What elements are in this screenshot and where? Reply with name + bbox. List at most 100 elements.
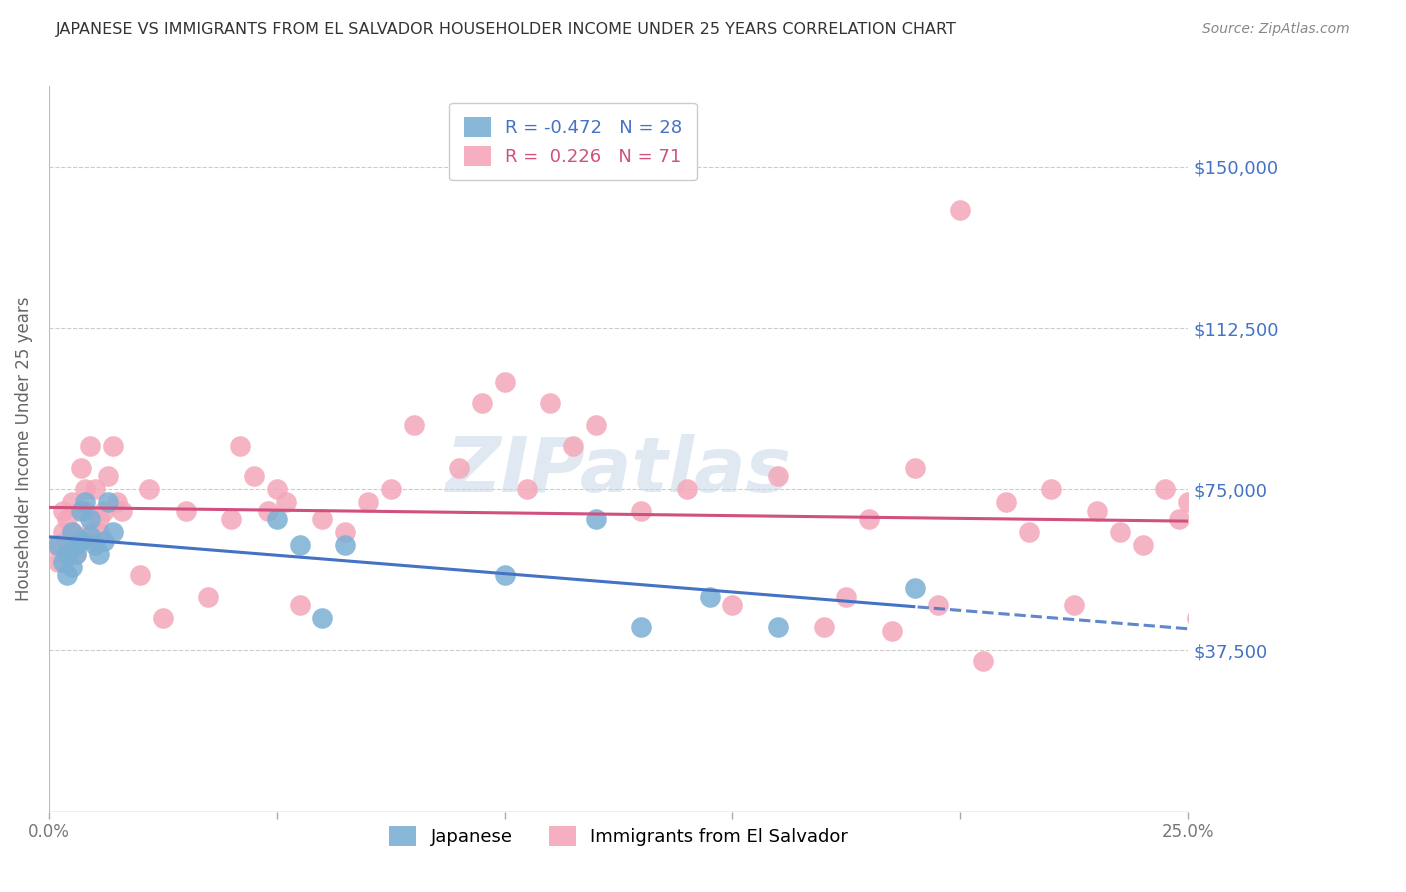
Point xyxy=(904,581,927,595)
Point xyxy=(75,504,97,518)
Point xyxy=(494,375,516,389)
Point xyxy=(721,599,744,613)
Point xyxy=(243,469,266,483)
Point xyxy=(972,654,994,668)
Point xyxy=(1018,525,1040,540)
Point xyxy=(357,495,380,509)
Point xyxy=(111,504,134,518)
Point xyxy=(1108,525,1130,540)
Point xyxy=(60,525,83,540)
Point xyxy=(274,495,297,509)
Point xyxy=(65,547,87,561)
Point xyxy=(70,533,93,548)
Point xyxy=(676,482,699,496)
Point xyxy=(46,555,69,569)
Point xyxy=(129,568,152,582)
Point xyxy=(449,460,471,475)
Point xyxy=(83,533,105,548)
Point xyxy=(288,599,311,613)
Point xyxy=(471,396,494,410)
Point xyxy=(65,547,87,561)
Point xyxy=(56,547,79,561)
Point xyxy=(266,512,288,526)
Point xyxy=(174,504,197,518)
Point xyxy=(138,482,160,496)
Point xyxy=(87,525,110,540)
Legend: R = -0.472   N = 28, R =  0.226   N = 71: R = -0.472 N = 28, R = 0.226 N = 71 xyxy=(450,103,697,180)
Point xyxy=(83,538,105,552)
Point xyxy=(585,512,607,526)
Point xyxy=(70,504,93,518)
Point xyxy=(1040,482,1063,496)
Point xyxy=(333,538,356,552)
Point xyxy=(101,525,124,540)
Point xyxy=(79,512,101,526)
Point xyxy=(87,512,110,526)
Point xyxy=(880,624,903,638)
Point xyxy=(52,504,75,518)
Text: Source: ZipAtlas.com: Source: ZipAtlas.com xyxy=(1202,22,1350,37)
Point xyxy=(858,512,880,526)
Text: ZIPatlas: ZIPatlas xyxy=(446,434,792,508)
Point xyxy=(630,504,652,518)
Text: JAPANESE VS IMMIGRANTS FROM EL SALVADOR HOUSEHOLDER INCOME UNDER 25 YEARS CORREL: JAPANESE VS IMMIGRANTS FROM EL SALVADOR … xyxy=(56,22,957,37)
Point xyxy=(97,495,120,509)
Point xyxy=(93,533,115,548)
Point xyxy=(79,525,101,540)
Point xyxy=(1085,504,1108,518)
Point xyxy=(333,525,356,540)
Point xyxy=(585,417,607,432)
Point xyxy=(83,482,105,496)
Point xyxy=(994,495,1017,509)
Point xyxy=(904,460,927,475)
Point xyxy=(93,504,115,518)
Point xyxy=(813,620,835,634)
Point xyxy=(1154,482,1177,496)
Point xyxy=(256,504,278,518)
Point xyxy=(42,538,65,552)
Point xyxy=(288,538,311,552)
Point xyxy=(766,469,789,483)
Point xyxy=(79,529,101,543)
Point xyxy=(65,529,87,543)
Point xyxy=(766,620,789,634)
Point xyxy=(1132,538,1154,552)
Point xyxy=(229,439,252,453)
Point xyxy=(266,482,288,496)
Point xyxy=(311,611,333,625)
Point xyxy=(75,482,97,496)
Point xyxy=(152,611,174,625)
Point xyxy=(380,482,402,496)
Point xyxy=(516,482,538,496)
Point xyxy=(927,599,949,613)
Point xyxy=(101,439,124,453)
Point xyxy=(402,417,425,432)
Point xyxy=(311,512,333,526)
Point xyxy=(65,538,87,552)
Point xyxy=(56,568,79,582)
Point xyxy=(60,525,83,540)
Point xyxy=(494,568,516,582)
Point xyxy=(219,512,242,526)
Point xyxy=(56,533,79,548)
Point xyxy=(75,495,97,509)
Point xyxy=(1187,611,1209,625)
Point xyxy=(97,469,120,483)
Point xyxy=(1168,512,1191,526)
Point xyxy=(52,555,75,569)
Point xyxy=(70,460,93,475)
Point xyxy=(105,495,128,509)
Point xyxy=(1063,599,1085,613)
Point xyxy=(197,590,219,604)
Point xyxy=(56,512,79,526)
Point xyxy=(46,538,69,552)
Point xyxy=(630,620,652,634)
Point xyxy=(87,547,110,561)
Point xyxy=(835,590,858,604)
Point xyxy=(60,559,83,574)
Point xyxy=(79,439,101,453)
Point xyxy=(538,396,561,410)
Point xyxy=(1177,495,1199,509)
Point xyxy=(52,525,75,540)
Point xyxy=(949,202,972,217)
